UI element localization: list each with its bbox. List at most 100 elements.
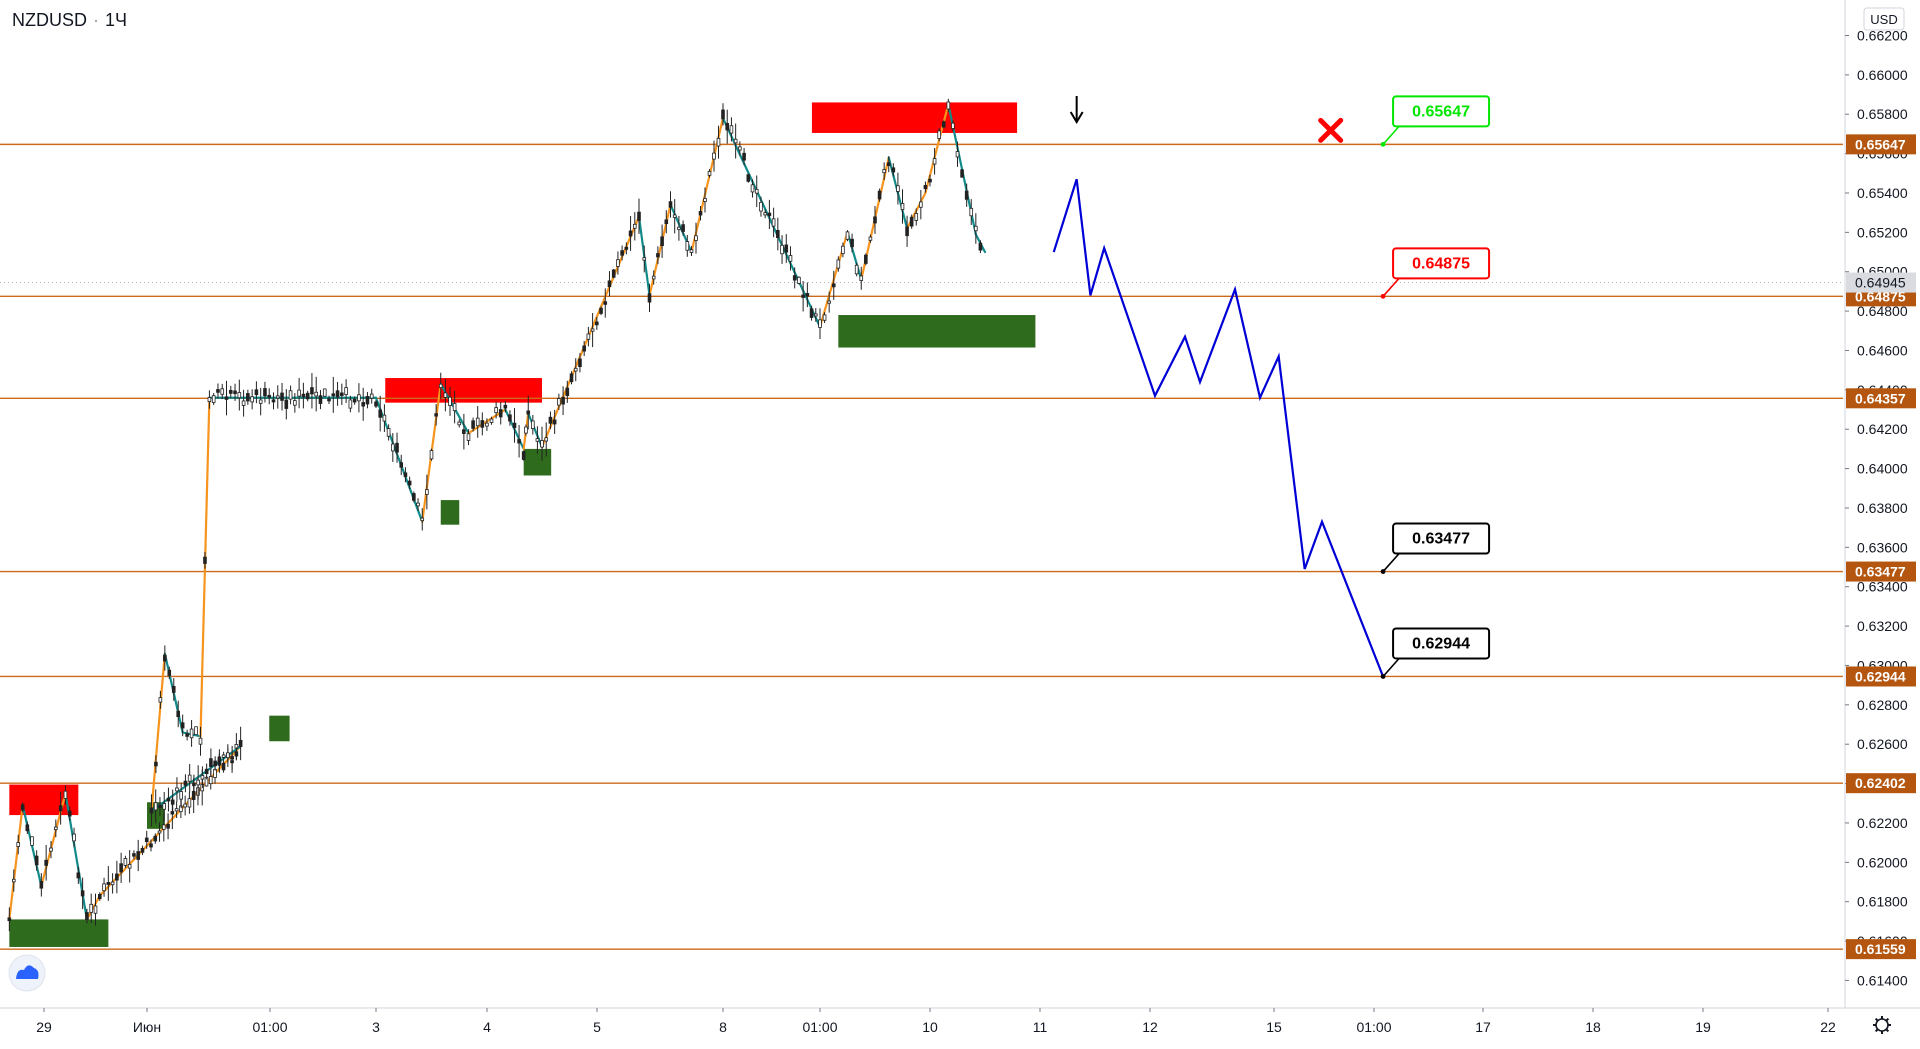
candle-body bbox=[841, 245, 845, 255]
candle-body bbox=[738, 146, 742, 151]
candle-body bbox=[154, 761, 158, 767]
candle-body bbox=[611, 269, 616, 278]
candle-body bbox=[595, 321, 599, 326]
candle-body bbox=[97, 894, 102, 900]
price-tick-label: 0.61400 bbox=[1857, 972, 1908, 988]
candle-body bbox=[540, 440, 544, 448]
candle-body bbox=[792, 275, 797, 281]
candle-body bbox=[162, 824, 166, 830]
candle-body bbox=[127, 864, 132, 869]
candle-body bbox=[951, 122, 955, 129]
candle-body bbox=[805, 293, 810, 297]
callout-box bbox=[1392, 95, 1491, 128]
level-price-tag-label: 0.62402 bbox=[1855, 775, 1906, 791]
candle-body bbox=[873, 216, 877, 224]
candle-body bbox=[900, 203, 905, 210]
candle-body bbox=[166, 823, 170, 829]
candle-body bbox=[20, 804, 25, 811]
candle-body bbox=[716, 137, 721, 147]
candle-body bbox=[246, 393, 250, 402]
candle-body bbox=[882, 169, 886, 174]
level-price-tag-label: 0.64357 bbox=[1855, 390, 1906, 406]
zigzag-up-leg bbox=[85, 894, 101, 921]
time-tick-label: 01:00 bbox=[1356, 1019, 1391, 1035]
candle-body bbox=[836, 259, 841, 269]
candle-body bbox=[213, 768, 217, 778]
price-tick-label: 0.64000 bbox=[1857, 461, 1908, 477]
price-tick-label: 0.64200 bbox=[1857, 421, 1908, 437]
level-price-tag bbox=[1846, 561, 1916, 582]
level-price-tag-label: 0.62944 bbox=[1855, 668, 1906, 684]
candle-body bbox=[110, 881, 115, 886]
candle-body bbox=[314, 391, 319, 397]
candle-body bbox=[637, 211, 641, 221]
time-tick-label: 3 bbox=[372, 1019, 380, 1035]
candle-body bbox=[357, 394, 361, 402]
candle-body bbox=[937, 130, 941, 139]
callout-pointer bbox=[1382, 552, 1414, 573]
candle-body bbox=[167, 669, 172, 676]
candle-body bbox=[521, 451, 526, 460]
candle-body bbox=[703, 198, 707, 202]
level-price-tag bbox=[1846, 388, 1916, 409]
candle-body bbox=[403, 472, 408, 477]
candle-body bbox=[365, 395, 370, 405]
gear-tooth bbox=[1885, 1017, 1890, 1022]
callout-pointer bbox=[1382, 277, 1414, 297]
candle-body bbox=[237, 392, 242, 399]
candle-body bbox=[234, 751, 239, 757]
candle-body bbox=[565, 387, 570, 397]
time-tick-label: 18 bbox=[1585, 1019, 1601, 1035]
candle-body bbox=[905, 226, 909, 237]
time-tick-label: 11 bbox=[1033, 1019, 1048, 1035]
zigzag-up-leg bbox=[924, 103, 950, 195]
candle-body bbox=[180, 722, 185, 729]
settings-gear-icon[interactable] bbox=[1873, 1016, 1891, 1034]
symbol-name: NZDUSD bbox=[12, 10, 87, 30]
candle-body bbox=[475, 417, 480, 427]
candle-body bbox=[30, 836, 34, 846]
candle-body bbox=[196, 779, 200, 786]
candle-body bbox=[102, 883, 106, 892]
level-price-tag bbox=[1846, 134, 1916, 155]
zigzag-up-leg bbox=[648, 203, 672, 297]
candle-body bbox=[187, 774, 192, 782]
candle-body bbox=[144, 837, 149, 843]
candle-body bbox=[494, 407, 498, 414]
plot-area: 0.65647 0.64875 0.63477 0.62944 bbox=[0, 95, 1843, 950]
candle-body bbox=[305, 392, 310, 400]
candle-body bbox=[115, 873, 119, 881]
candle-body bbox=[331, 393, 336, 397]
candle-body bbox=[809, 308, 814, 318]
candle-body bbox=[928, 178, 932, 183]
candle-body bbox=[85, 912, 89, 921]
candle-body bbox=[969, 207, 974, 217]
candle-body bbox=[395, 442, 399, 453]
candle-body bbox=[378, 409, 383, 418]
candle-body bbox=[318, 395, 323, 404]
candle-body bbox=[310, 387, 314, 395]
candle-body bbox=[335, 390, 340, 398]
candle-body bbox=[964, 190, 969, 200]
candle-body bbox=[174, 808, 179, 812]
candle-body bbox=[548, 416, 553, 424]
candles bbox=[7, 98, 983, 932]
candle-body bbox=[221, 754, 226, 758]
gear-tooth bbox=[1885, 1028, 1890, 1033]
candle-body bbox=[443, 392, 448, 398]
candle-body bbox=[284, 399, 289, 409]
forecast-path bbox=[1052, 178, 1385, 677]
candle-body bbox=[466, 433, 471, 441]
title-separator: · bbox=[93, 10, 99, 30]
callout-box bbox=[1392, 247, 1491, 280]
candle-body bbox=[767, 212, 772, 217]
time-tick-label: 01:00 bbox=[802, 1019, 837, 1035]
candle-body bbox=[361, 402, 365, 407]
candle-body bbox=[960, 169, 964, 178]
candle-body bbox=[198, 737, 203, 745]
candle-body bbox=[978, 242, 983, 251]
candle-body bbox=[149, 843, 153, 848]
candle-body bbox=[462, 429, 466, 434]
